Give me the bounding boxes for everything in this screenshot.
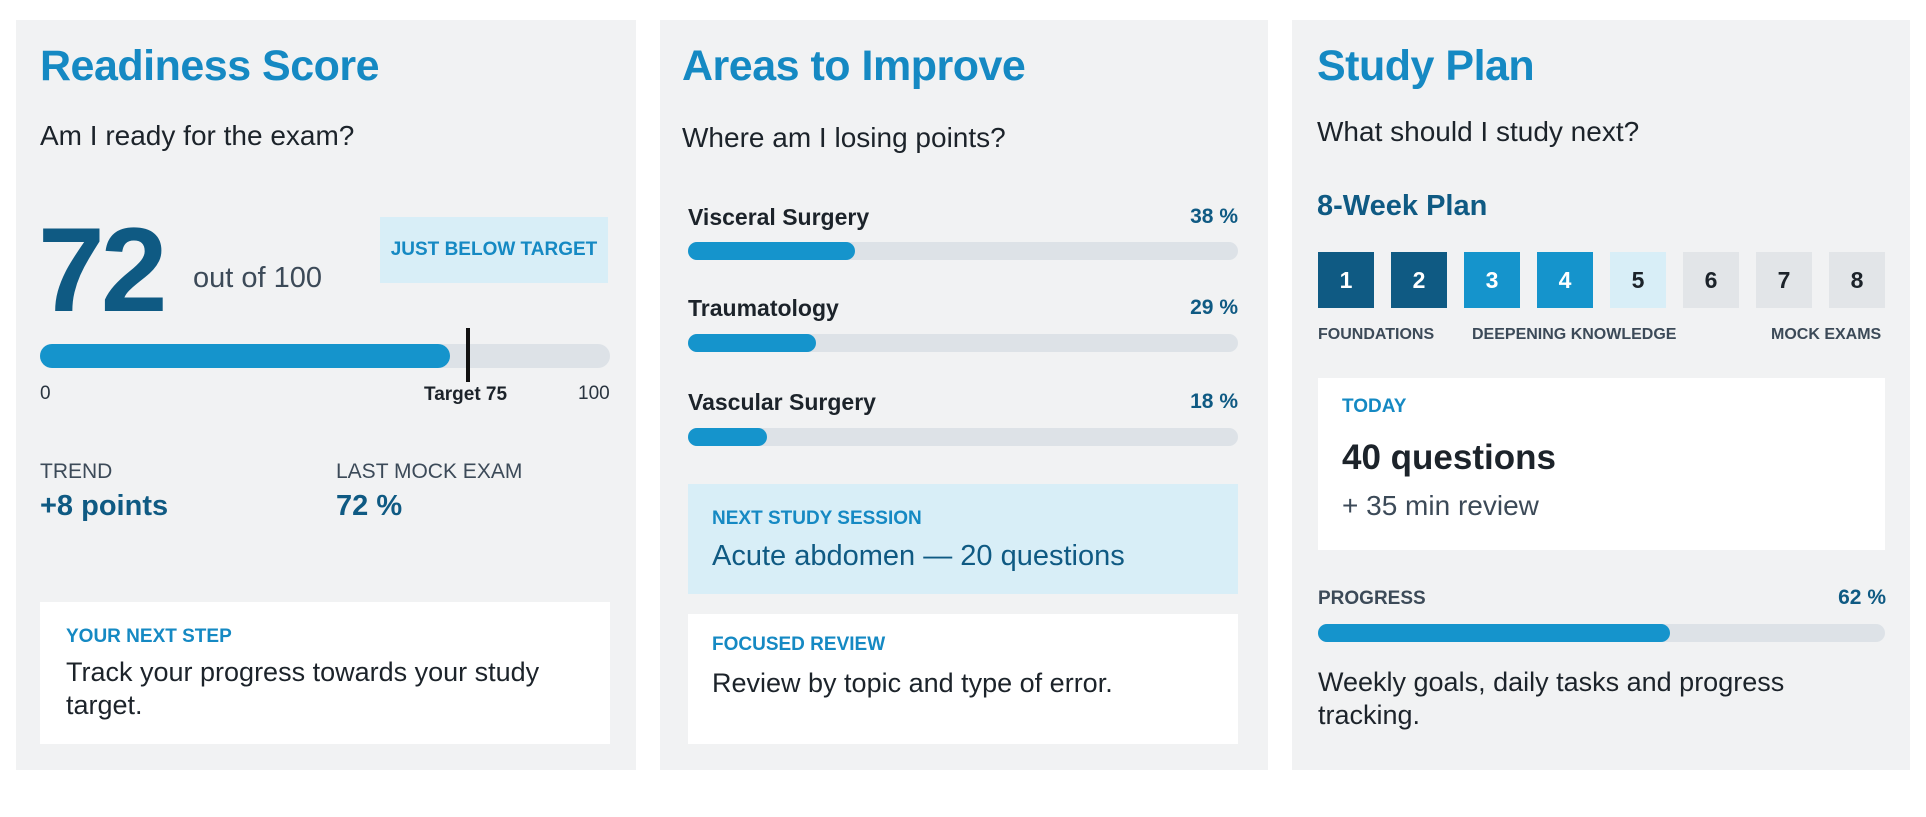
topic-name: Visceral Surgery	[688, 204, 870, 230]
progress-bar-fill	[1318, 624, 1670, 642]
next-step-card[interactable]: YOUR NEXT STEP Track your progress towar…	[40, 602, 610, 744]
areas-title: Areas to Improve	[682, 42, 1026, 90]
phase-mock-exams: MOCK EXAMS	[1771, 326, 1882, 343]
topic-name: Traumatology	[688, 295, 839, 321]
target-status-badge: JUST BELOW TARGET	[380, 217, 608, 283]
topic-bar	[688, 334, 1238, 352]
today-heading: TODAY	[1342, 396, 1407, 417]
last-mock-label: LAST MOCK EXAM	[336, 460, 523, 483]
topic-percent: 18 %	[1190, 390, 1238, 413]
areas-question: Where am I losing points?	[682, 122, 1006, 153]
week-3[interactable]: 3	[1464, 252, 1520, 308]
target-marker	[465, 328, 470, 382]
today-review: + 35 min review	[1342, 490, 1539, 521]
readiness-bar	[40, 344, 610, 368]
week-7[interactable]: 7	[1756, 252, 1812, 308]
topic-bar-fill	[688, 242, 856, 260]
readiness-title: Readiness Score	[40, 42, 380, 90]
topic-bar-fill	[688, 428, 768, 446]
topic-bar	[688, 242, 1238, 260]
phase-foundations: FOUNDATIONS	[1318, 326, 1435, 343]
eight-week-plan-title: 8-Week Plan	[1317, 190, 1488, 222]
week-5[interactable]: 5	[1610, 252, 1666, 308]
scale-min-label: 0	[40, 383, 51, 404]
trend-value: +8 points	[40, 490, 169, 522]
topic-bar-fill	[688, 334, 816, 352]
readiness-bar-fill	[40, 344, 451, 368]
progress-percent: 62 %	[1838, 586, 1886, 609]
plan-title: Study Plan	[1317, 42, 1535, 90]
progress-label: PROGRESS	[1318, 588, 1426, 609]
review-heading: FOCUSED REVIEW	[712, 634, 886, 655]
session-heading: NEXT STUDY SESSION	[712, 508, 922, 529]
topic-percent: 29 %	[1190, 296, 1238, 319]
today-questions: 40 questions	[1342, 438, 1556, 477]
week-6[interactable]: 6	[1683, 252, 1739, 308]
phase-deepening-knowledge: DEEPENING KNOWLEDGE	[1472, 326, 1677, 343]
trend-label: TREND	[40, 460, 113, 483]
week-2[interactable]: 2	[1391, 252, 1447, 308]
review-text: Review by topic and type of error.	[712, 668, 1113, 698]
readiness-score-value: 72	[38, 203, 167, 337]
scale-max-label: 100	[578, 383, 610, 404]
readiness-score-panel: Readiness Score Am I ready for the exam?…	[16, 20, 636, 770]
last-mock-value: 72 %	[336, 490, 403, 522]
week-8[interactable]: 8	[1829, 252, 1885, 308]
week-1[interactable]: 1	[1318, 252, 1374, 308]
study-plan-panel: Study Plan What should I study next? 8-W…	[1292, 20, 1910, 770]
topic-name: Vascular Surgery	[688, 389, 876, 415]
areas-to-improve-panel: Areas to Improve Where am I losing point…	[660, 20, 1268, 770]
next-study-session-card[interactable]: NEXT STUDY SESSION Acute abdomen — 20 qu…	[688, 484, 1238, 594]
topic-percent: 38 %	[1190, 205, 1238, 228]
target-label: Target 75	[424, 384, 508, 405]
readiness-out-of: out of 100	[193, 262, 322, 294]
next-step-heading: YOUR NEXT STEP	[66, 626, 232, 647]
progress-bar	[1318, 624, 1885, 642]
topic-bar	[688, 428, 1238, 446]
readiness-question: Am I ready for the exam?	[40, 120, 355, 151]
week-4[interactable]: 4	[1537, 252, 1593, 308]
today-card[interactable]: TODAY 40 questions + 35 min review	[1318, 378, 1885, 550]
session-text: Acute abdomen — 20 questions	[712, 540, 1125, 572]
plan-question: What should I study next?	[1317, 116, 1640, 147]
next-step-text: Track your progress towards your study t…	[66, 657, 540, 720]
weekly-goals-text: Weekly goals, daily tasks and progress t…	[1318, 667, 1785, 730]
focused-review-card[interactable]: FOCUSED REVIEW Review by topic and type …	[688, 614, 1238, 744]
